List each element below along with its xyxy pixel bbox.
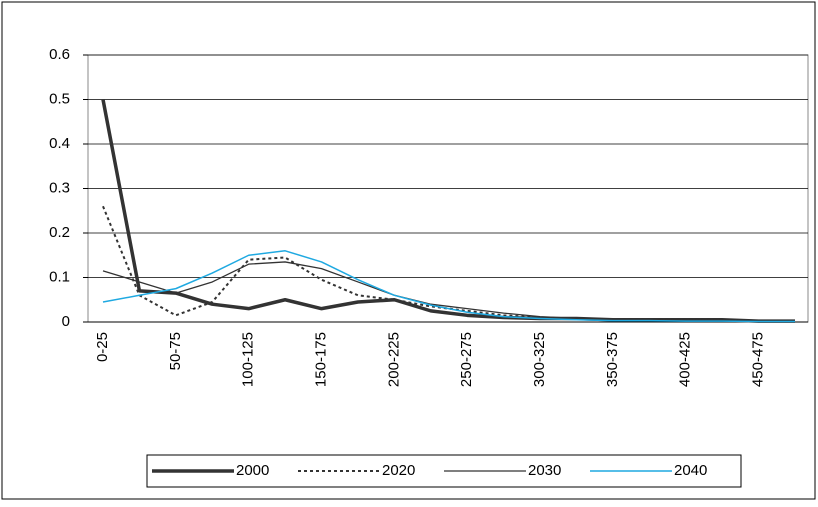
x-tick-label: 450-475: [750, 332, 767, 387]
legend-label: 2000: [236, 462, 269, 479]
x-tick-label: 200-225: [385, 332, 402, 387]
x-tick-label: 50-75: [167, 332, 184, 370]
y-tick-label: 0.3: [49, 179, 70, 196]
y-tick-label: 0.2: [49, 224, 70, 241]
x-tick-label: 400-425: [677, 332, 694, 387]
y-tick-label: 0.5: [49, 90, 70, 107]
y-tick-label: 0.6: [49, 46, 70, 63]
y-tick-label: 0: [62, 313, 70, 330]
y-tick-label: 0.1: [49, 268, 70, 285]
legend-label: 2030: [528, 462, 561, 479]
y-tick-label: 0.4: [49, 135, 70, 152]
series-line: [102, 250, 795, 323]
series-line: [102, 205, 795, 323]
x-tick-label: 350-375: [604, 332, 621, 387]
x-tick-label: 150-175: [312, 332, 329, 387]
x-tick-label: 0-25: [94, 332, 111, 362]
legend-label: 2040: [674, 462, 707, 479]
legend-label: 2020: [382, 462, 415, 479]
x-tick-label: 100-125: [240, 332, 257, 387]
x-tick-label: 300-325: [531, 332, 548, 387]
x-tick-label: 250-275: [458, 332, 475, 387]
